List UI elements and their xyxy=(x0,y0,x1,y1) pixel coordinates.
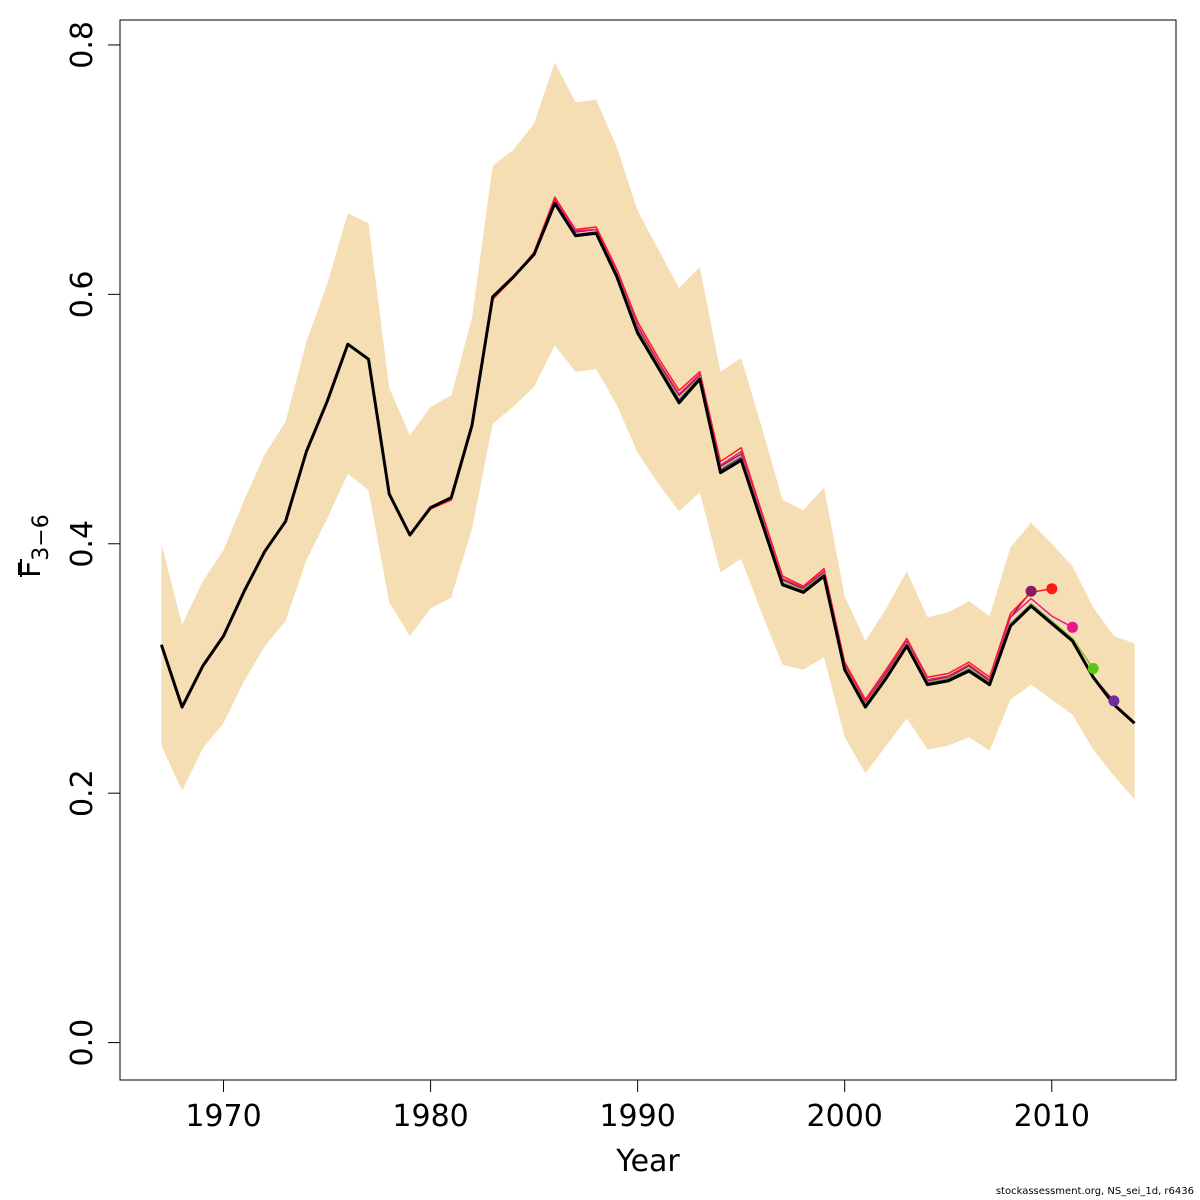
endpoint-marker-2 xyxy=(1067,621,1078,633)
credit-text: stockassessment.org, NS_sei_1d, r6436 xyxy=(995,1186,1194,1197)
y-axis-title-main: F xyxy=(13,561,48,578)
series-layer xyxy=(159,196,1136,725)
x-tick-label-1990: 1990 xyxy=(599,1099,675,1134)
y-axis: 0.0 0.2 0.4 0.6 0.8 xyxy=(65,21,121,1067)
confidence-band-layer xyxy=(161,62,1135,800)
endpoint-marker-3 xyxy=(1087,663,1099,674)
x-tick-label-1980: 1980 xyxy=(392,1099,468,1134)
endpoint-layer xyxy=(1025,583,1120,707)
y-tick-label-4: 0.8 xyxy=(65,21,100,69)
y-axis-title-subscript: 3−6 xyxy=(29,514,54,560)
y-tick-label-1: 0.2 xyxy=(65,769,100,817)
confidence-band xyxy=(161,62,1135,800)
endpoint-marker-1 xyxy=(1046,583,1058,595)
y-tick-label-0: 0.0 xyxy=(65,1019,100,1067)
y-tick-label-2: 0.4 xyxy=(65,520,100,568)
series-line-0 xyxy=(159,201,1136,725)
endpoint-marker-0 xyxy=(1025,585,1037,597)
endpoint-marker-4 xyxy=(1108,695,1120,707)
y-tick-label-3: 0.6 xyxy=(65,271,100,319)
x-axis-title: Year xyxy=(615,1144,680,1179)
x-tick-label-1970: 1970 xyxy=(185,1099,261,1134)
x-tick-label-2010: 2010 xyxy=(1014,1099,1090,1134)
x-tick-label-2000: 2000 xyxy=(807,1099,883,1134)
x-axis: 1970 1980 1990 2000 2010 xyxy=(185,1079,1090,1134)
svg-text:F3−6: F3−6 xyxy=(13,514,54,578)
y-axis-title: F3−6 xyxy=(13,514,54,578)
